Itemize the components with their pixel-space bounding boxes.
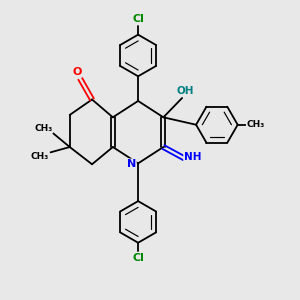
Text: NH: NH xyxy=(184,152,201,162)
Text: CH₃: CH₃ xyxy=(31,152,49,161)
Text: N: N xyxy=(127,159,136,169)
Text: OH: OH xyxy=(176,86,194,96)
Text: O: O xyxy=(73,67,82,77)
Text: CH₃: CH₃ xyxy=(246,120,265,129)
Text: CH₃: CH₃ xyxy=(34,124,53,133)
Text: Cl: Cl xyxy=(132,14,144,24)
Text: Cl: Cl xyxy=(132,253,144,263)
